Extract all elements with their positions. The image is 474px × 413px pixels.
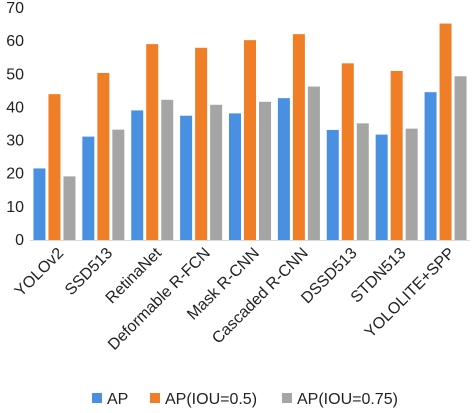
- bar-ap-iou-0-75-yololite-spp: [454, 76, 467, 240]
- bar-ap-iou-0-5-yololite-spp: [439, 23, 452, 240]
- bar-ap-iou-0-5-stdn513: [390, 70, 403, 240]
- bar-ap-iou-0-75-deformable-r-fcn: [210, 104, 223, 240]
- legend-label: AP(IOU=0.75): [297, 391, 398, 408]
- bar-ap-cascaded-r-cnn: [277, 98, 290, 240]
- bar-ap-iou-0-75-dssd513: [356, 123, 369, 240]
- legend-swatch: [92, 393, 102, 403]
- y-tick-label: 20: [6, 166, 24, 183]
- bar-ap-iou-0-75-cascaded-r-cnn: [307, 86, 320, 240]
- bar-ap-iou-0-5-retinanet: [146, 44, 159, 240]
- y-tick-label: 10: [6, 199, 24, 216]
- bar-ap-ssd513: [82, 136, 95, 240]
- bar-ap-iou-0-75-ssd513: [112, 129, 125, 240]
- x-tick-label: YOLOv2: [12, 245, 67, 300]
- y-tick-label: 70: [6, 0, 24, 17]
- legend-label: AP: [107, 391, 128, 408]
- bar-ap-iou-0-5-deformable-r-fcn: [195, 47, 208, 241]
- bar-ap-iou-0-5-ssd513: [97, 72, 110, 241]
- bar-ap-iou-0-5-yolov2: [48, 94, 61, 241]
- bar-ap-iou-0-5-cascaded-r-cnn: [292, 34, 305, 240]
- bar-ap-deformable-r-fcn: [180, 115, 193, 240]
- bar-ap-retinanet: [131, 110, 144, 240]
- legend-swatch: [282, 393, 292, 403]
- legend-label: AP(IOU=0.5): [165, 391, 257, 408]
- x-tick-label: Cascaded R-CNN: [209, 245, 312, 348]
- y-tick-label: 60: [6, 33, 24, 50]
- bar-ap-iou-0-5-dssd513: [341, 63, 354, 240]
- bar-ap-iou-0-75-yolov2: [63, 176, 76, 240]
- bar-ap-mask-r-cnn: [229, 113, 241, 240]
- bar-ap-yololite-spp: [424, 92, 437, 240]
- y-tick-label: 30: [6, 133, 24, 150]
- y-tick-label: 40: [6, 99, 24, 116]
- bar-ap-iou-0-5-mask-r-cnn: [244, 40, 256, 240]
- bar-ap-iou-0-75-retinanet: [161, 99, 174, 240]
- bar-ap-dssd513: [326, 129, 339, 240]
- legend-swatch: [150, 393, 160, 403]
- y-tick-label: 50: [6, 66, 24, 83]
- bar-ap-iou-0-75-mask-r-cnn: [259, 101, 271, 241]
- bar-ap-stdn513: [375, 134, 388, 240]
- y-tick-label: 0: [15, 232, 24, 249]
- bar-ap-iou-0-75-stdn513: [405, 128, 418, 240]
- bar-ap-yolov2: [33, 168, 46, 240]
- x-tick-label: YOLOLITE+SPP: [362, 245, 459, 342]
